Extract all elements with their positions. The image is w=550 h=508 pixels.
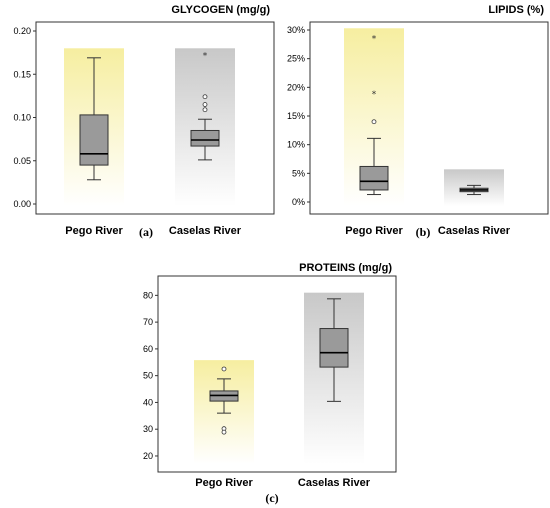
extreme-point: * (372, 90, 377, 100)
y-tick-label: 30% (287, 25, 305, 35)
plot-frame (157, 275, 397, 473)
y-tick-label: 0.15 (13, 69, 31, 79)
y-tick-label: 0.05 (13, 156, 31, 166)
chart-title: PROTEINS (mg/g) (299, 262, 392, 274)
y-tick-label: 50 (143, 371, 153, 381)
y-tick-label: 25% (287, 54, 305, 64)
panel-label: (b) (416, 225, 431, 239)
y-tick-label: 0.10 (13, 113, 31, 123)
outlier-point (202, 107, 208, 113)
category-label: Pego River (65, 225, 123, 237)
category-label: Caselas River (169, 225, 242, 237)
y-tick-label: 5% (292, 168, 305, 178)
y-tick-label: 70 (143, 317, 153, 327)
category-label: Caselas River (298, 477, 371, 489)
y-tick-label: 30 (143, 424, 153, 434)
category-label: Caselas River (438, 225, 511, 237)
extreme-point: * (203, 51, 208, 61)
y-tick-label: 20% (287, 82, 305, 92)
box (79, 114, 109, 166)
plot-frame (309, 21, 549, 215)
y-tick-label: 20 (143, 451, 153, 461)
outlier-point (202, 102, 208, 107)
extreme-point: * (372, 34, 377, 44)
panel-1: GLYCOGEN (mg/g) 0.00 0.05 0.10 0.15 0.20 Pego … (13, 4, 275, 239)
y-tick-label: 80 (143, 290, 153, 300)
chart-title: LIPIDS (%) (488, 4, 544, 16)
outlier-point (221, 366, 227, 372)
box (319, 328, 349, 368)
y-tick-label: 60 (143, 344, 153, 354)
y-tick-label: 40 (143, 397, 153, 407)
category-label: Pego River (345, 225, 403, 237)
category-label: Pego River (195, 477, 253, 489)
y-tick-label: 0.20 (13, 26, 31, 36)
chart-title: GLYCOGEN (mg/g) (171, 4, 270, 16)
panel-label: (a) (139, 225, 153, 239)
outlier-point (202, 94, 208, 100)
panel-3: PROTEINS (mg/g) 20 30 40 50 60 70 80 Pego River C… (143, 262, 397, 505)
y-tick-label: 10% (287, 140, 305, 150)
box (359, 165, 389, 191)
box (190, 129, 220, 147)
outlier-point (221, 429, 227, 435)
outlier-point (371, 119, 377, 125)
y-tick-label: 15% (287, 111, 305, 121)
panel-label: (c) (265, 491, 278, 505)
panel-2: LIPIDS (%) 0% 5% 10% 15% 20% 25% 30% * * Pego Rive… (287, 4, 549, 239)
y-tick-label: 0% (292, 197, 305, 207)
y-tick-label: 0.00 (13, 199, 31, 209)
